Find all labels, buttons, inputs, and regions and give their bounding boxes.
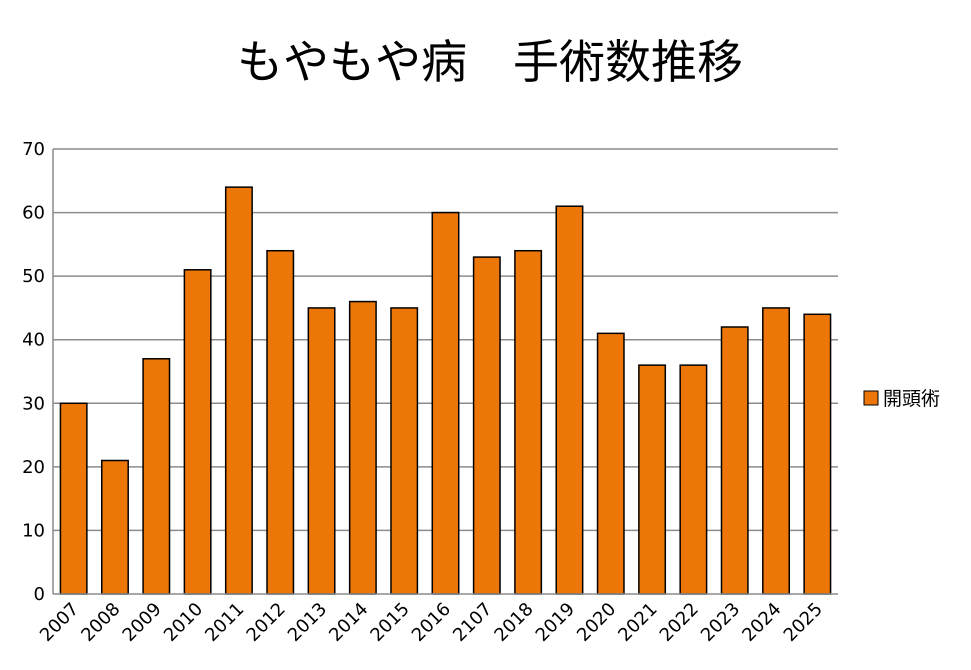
y-tick-label: 20 — [22, 457, 45, 478]
x-tick-label: 2009 — [119, 599, 166, 646]
x-tick-label: 2019 — [532, 599, 579, 646]
x-tick-label: 2021 — [614, 599, 661, 646]
y-tick-label: 70 — [22, 139, 45, 160]
y-tick-label: 40 — [22, 330, 45, 351]
bar-2024 — [762, 307, 790, 595]
x-tick-label: 2016 — [408, 599, 455, 646]
x-tick-label: 2023 — [697, 599, 744, 646]
bar-2107 — [472, 256, 501, 595]
x-tick-label: 2022 — [656, 599, 703, 646]
x-tick-label: 2024 — [738, 599, 785, 646]
bar-2014 — [348, 300, 377, 595]
x-tick-label: 2007 — [36, 599, 83, 646]
y-tick-label: 10 — [22, 520, 45, 541]
bar-2016 — [431, 211, 460, 595]
bar-2008 — [101, 459, 129, 595]
bar-2013 — [307, 307, 336, 595]
bar-2023 — [720, 326, 749, 595]
bar-2007 — [59, 402, 88, 595]
legend: 開頭術 — [863, 388, 940, 410]
bar-2020 — [596, 332, 625, 595]
x-tick-label: 2015 — [366, 599, 413, 646]
y-tick-labels: 0 10 20 30 40 50 60 70 — [22, 139, 45, 605]
x-tick-label: 2018 — [490, 599, 537, 646]
x-tick-label: 2011 — [201, 599, 248, 646]
x-tick-labels: 2007200820092010201120122013201420152016… — [36, 599, 827, 646]
legend-swatch — [863, 390, 879, 406]
bar-2009 — [142, 358, 171, 595]
y-tick-label: 60 — [22, 203, 45, 224]
bar-2012 — [266, 249, 295, 595]
bar-2025 — [803, 313, 832, 595]
x-tick-label: 2025 — [780, 599, 827, 646]
axes — [52, 149, 838, 595]
y-tick-label: 50 — [22, 266, 45, 287]
y-tick-label: 30 — [22, 393, 45, 414]
bar-2021 — [638, 364, 667, 595]
x-tick-label: 2013 — [284, 599, 331, 646]
bars — [59, 186, 832, 595]
x-tick-label: 2020 — [573, 599, 620, 646]
x-tick-label: 2107 — [449, 599, 496, 646]
bar-2018 — [514, 249, 543, 595]
bar-2022 — [679, 364, 708, 595]
y-tick-label: 0 — [34, 584, 45, 605]
x-tick-label: 2014 — [325, 599, 372, 646]
bar-2011 — [224, 186, 253, 595]
bar-2010 — [183, 269, 212, 595]
legend-label-kaitoujutsu: 開頭術 — [883, 388, 940, 410]
bar-2015 — [390, 307, 419, 595]
x-tick-label: 2012 — [243, 599, 290, 646]
x-tick-label: 2010 — [160, 599, 207, 646]
chart-title: もやもや病 手術数推移 — [237, 35, 743, 89]
bar-2019 — [555, 205, 584, 595]
x-tick-label: 2008 — [77, 599, 124, 646]
